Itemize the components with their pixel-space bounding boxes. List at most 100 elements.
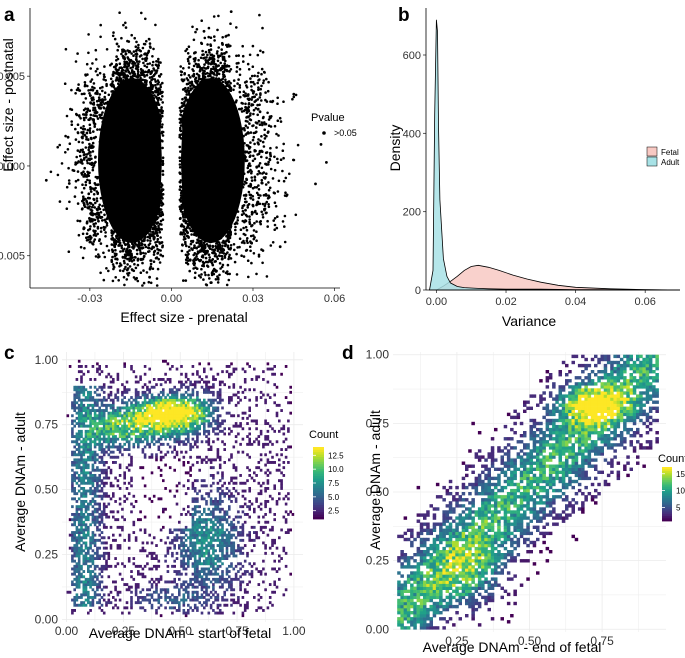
panel-c-bin — [125, 411, 129, 415]
panel-c-bin — [96, 518, 99, 522]
panel-c-bin — [157, 424, 161, 428]
panel-letter-b: b — [398, 5, 410, 26]
panel-a-point — [78, 219, 82, 223]
panel-a-point — [134, 45, 138, 48]
panel-a-point — [82, 125, 85, 128]
panel-a-point — [284, 191, 287, 194]
panel-a-point — [82, 151, 85, 154]
panel-a-point — [199, 81, 202, 84]
panel-c-bin — [134, 588, 138, 592]
panel-a-point — [74, 127, 77, 131]
panel-c-bin — [71, 419, 74, 423]
panel-a-point — [282, 100, 285, 103]
panel-a-point — [192, 64, 196, 68]
panel-a-point — [114, 248, 117, 252]
panel-c-bin — [93, 414, 97, 418]
panel-a-point — [258, 110, 262, 114]
panel-a-point — [221, 70, 225, 74]
panel-c-bin — [123, 362, 126, 366]
panel-a-point — [161, 95, 164, 98]
panel-c-bin — [84, 577, 88, 581]
panel-c-bin — [191, 515, 195, 519]
panel-a-point — [149, 239, 152, 242]
panel-a-point — [192, 84, 195, 88]
panel-c-bin — [193, 398, 197, 402]
panel-c-bin — [93, 492, 97, 496]
panel-c-bin — [159, 450, 163, 454]
panel-c-bin — [196, 593, 199, 597]
panel-c-bin — [175, 422, 179, 425]
panel-a-point — [248, 122, 251, 125]
panel-c-bin — [93, 409, 97, 412]
panel-c-bin — [187, 385, 190, 389]
panel-c-bin — [198, 601, 201, 605]
panel-a-point — [268, 186, 272, 190]
panel-a-point — [186, 254, 189, 257]
panel-a-point — [158, 113, 162, 117]
panel-c-bin — [175, 419, 179, 423]
panel-c-bin — [77, 474, 81, 477]
panel-a-point — [195, 241, 198, 244]
panel-a-point — [198, 85, 201, 89]
panel-a-point — [116, 57, 120, 61]
panel-c-bin — [71, 487, 74, 490]
panel-c-bin — [132, 414, 136, 418]
panel-c-bin — [93, 494, 97, 498]
panel-a-point — [149, 233, 153, 236]
panel-a-point — [103, 228, 106, 231]
panel-a-point — [160, 106, 163, 109]
panel-a-point — [222, 248, 225, 251]
panel-a-point — [151, 234, 155, 237]
panel-c-bin — [178, 601, 181, 605]
panel-c-bin — [157, 606, 161, 610]
panel-c-bin — [71, 461, 74, 464]
panel-a-point — [135, 248, 139, 252]
panel-c-bin — [93, 533, 97, 537]
panel-c-bin — [102, 510, 106, 514]
panel-c-bin — [193, 525, 197, 529]
panel-a-point — [216, 249, 220, 253]
panel-a-point — [81, 232, 85, 236]
panel-c-bin — [171, 538, 174, 542]
panel-c-bin — [187, 564, 190, 568]
panel-c-bin — [116, 437, 120, 441]
panel-c-bin — [191, 481, 195, 485]
panel-c-bin — [125, 466, 129, 470]
panel-a-point — [262, 79, 266, 82]
panel-c-bin — [102, 611, 106, 615]
panel-c-bin — [148, 588, 151, 592]
panel-a-point — [187, 102, 190, 105]
panel-a-point — [260, 72, 263, 76]
panel-c-bin — [189, 383, 192, 387]
panel-c-bin — [102, 411, 106, 415]
panel-c-bin — [89, 536, 92, 540]
panel-c-bin — [141, 419, 145, 423]
panel-c-bin — [134, 424, 138, 428]
panel-a-point — [242, 134, 245, 138]
panel-c-bin — [107, 557, 111, 560]
panel-a-point — [87, 206, 90, 210]
panel-c-bin — [166, 403, 170, 407]
panel-a-point — [111, 73, 115, 76]
panel-a-point — [119, 250, 122, 253]
panel-a-point — [193, 230, 196, 233]
panel-a-point — [49, 170, 53, 174]
panel-a-point — [265, 151, 269, 154]
panel-c-bin — [168, 406, 172, 410]
panel-c-bin — [91, 476, 95, 480]
panel-a-point — [253, 82, 256, 86]
panel-c-bin — [143, 396, 147, 399]
panel-a-point — [271, 99, 275, 103]
panel-c-bin — [98, 406, 101, 410]
panel-c-bin — [184, 588, 188, 592]
panel-c-bin — [159, 437, 163, 441]
panel-a-point — [226, 263, 230, 267]
panel-c-bin — [91, 365, 95, 368]
panel-a-point — [199, 232, 202, 235]
panel-b-y-tick-label: 600 — [403, 50, 421, 62]
panel-c-bin — [139, 432, 142, 436]
panel-c-bin — [191, 422, 195, 425]
panel-a-point — [200, 273, 203, 276]
panel-c-bin — [89, 609, 92, 612]
